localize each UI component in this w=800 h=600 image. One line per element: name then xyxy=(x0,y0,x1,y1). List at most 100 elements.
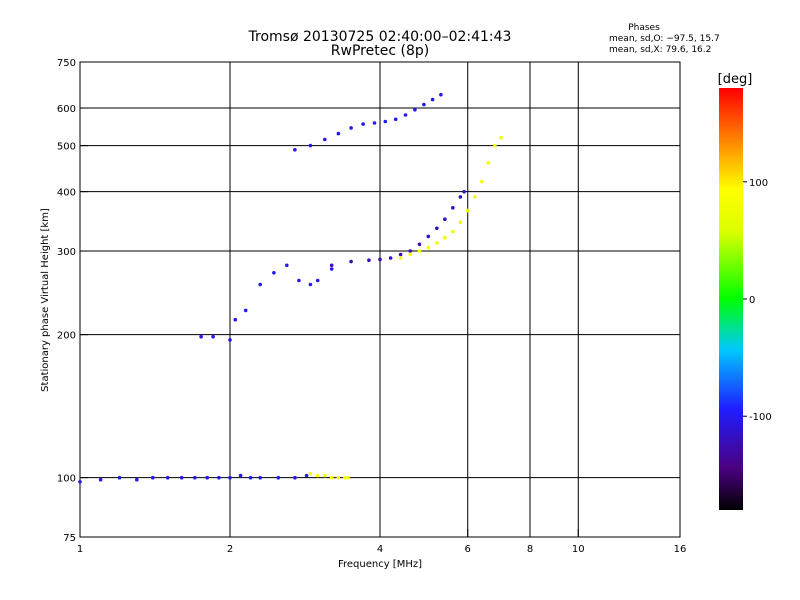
echo-point xyxy=(479,179,484,184)
echo-point xyxy=(443,217,447,221)
colorbar xyxy=(719,88,743,510)
y-tick-label: 200 xyxy=(57,331,76,342)
echo-point xyxy=(422,102,426,107)
echo-point xyxy=(233,317,238,322)
echo-point xyxy=(393,117,398,122)
echo-point xyxy=(285,263,289,268)
echo-point xyxy=(228,475,232,480)
echo-point xyxy=(304,473,309,478)
echo-point xyxy=(323,473,327,478)
x-tick-label: 4 xyxy=(377,544,383,555)
echo-point xyxy=(205,475,209,480)
echo-point xyxy=(349,259,353,264)
echo-point xyxy=(367,258,371,263)
y-tick-label: 750 xyxy=(57,58,76,69)
x-axis-label: Frequency [MHz] xyxy=(338,559,422,570)
echo-point xyxy=(329,263,334,268)
chart-subtitle: RwPretec (8p) xyxy=(331,43,429,59)
y-tick-label: 400 xyxy=(57,188,76,199)
echo-point xyxy=(372,121,377,125)
echo-point xyxy=(458,195,463,199)
echo-point xyxy=(293,148,297,152)
echo-point xyxy=(211,334,215,339)
echo-point xyxy=(329,475,334,480)
echo-point xyxy=(179,475,184,480)
echo-point xyxy=(272,271,276,275)
echo-point xyxy=(493,143,497,148)
echo-point xyxy=(343,475,347,480)
echo-point xyxy=(430,97,435,102)
echo-point xyxy=(308,282,313,287)
echo-point xyxy=(465,208,470,213)
echo-point xyxy=(315,473,320,478)
echo-point xyxy=(349,126,353,130)
echo-point xyxy=(293,475,297,480)
echo-point xyxy=(426,245,431,250)
echo-point xyxy=(458,220,463,224)
echo-point xyxy=(165,475,170,480)
echo-point xyxy=(408,249,413,253)
echo-point xyxy=(276,475,281,480)
phases-header: Phases xyxy=(628,23,660,33)
echo-point xyxy=(398,256,403,260)
echo-point xyxy=(473,195,477,199)
echo-point xyxy=(435,241,439,245)
echo-point xyxy=(135,477,139,482)
y-axis-label: Stationary phase Virtual Height [km] xyxy=(40,208,51,392)
echo-point xyxy=(151,475,155,480)
colorbar-ticks: 100 0 -100 xyxy=(743,178,772,423)
phases-o-stats: mean, sd,O: −97.5, 15.7 xyxy=(609,34,720,44)
x-tick-label: 2 xyxy=(227,544,233,555)
echo-point xyxy=(193,475,197,480)
echo-point xyxy=(336,475,341,480)
echo-point xyxy=(408,252,413,257)
echo-point xyxy=(315,278,320,283)
y-tick-label: 100 xyxy=(57,474,76,485)
echo-point xyxy=(413,108,417,112)
echo-point xyxy=(199,334,203,339)
y-tick-label: 300 xyxy=(57,247,76,258)
echo-point xyxy=(378,257,382,262)
echo-point xyxy=(329,267,334,271)
colorbar-tick-label: 0 xyxy=(749,295,755,306)
chart-title: Tromsø 20130725 02:40:00–02:41:43 xyxy=(248,29,512,45)
y-tick-label: 500 xyxy=(57,142,76,153)
echo-point xyxy=(451,206,455,210)
echo-point xyxy=(435,226,439,231)
colorbar-tick-label: -100 xyxy=(749,412,772,423)
colorbar-tick-label: 100 xyxy=(749,178,768,189)
x-tick-label: 16 xyxy=(674,544,687,555)
x-tick-label: 10 xyxy=(572,544,585,555)
echo-point xyxy=(98,477,103,482)
echo-point xyxy=(417,249,422,253)
echo-points xyxy=(78,92,503,484)
echo-point xyxy=(258,475,263,480)
echo-point xyxy=(323,137,327,142)
echo-point xyxy=(297,278,301,283)
echo-point xyxy=(486,161,491,165)
phases-x-stats: mean, sd,X: 79.6, 16.2 xyxy=(609,45,711,55)
echo-point xyxy=(308,471,313,476)
echo-point xyxy=(499,135,503,140)
echo-point xyxy=(383,119,388,124)
echo-point xyxy=(217,475,221,480)
echo-point xyxy=(361,122,365,126)
echo-point xyxy=(426,234,431,239)
echo-point xyxy=(243,308,248,313)
echo-point xyxy=(228,338,232,342)
echo-point xyxy=(346,475,350,480)
axis-ticks: 1 2 4 6 8 10 16 75 100 200 300 400 500 600 750 xyxy=(57,58,686,555)
echo-point xyxy=(308,143,313,148)
echo-point xyxy=(388,256,393,260)
echo-point xyxy=(439,92,443,97)
echo-point xyxy=(117,475,122,480)
echo-point xyxy=(403,113,408,117)
echo-point xyxy=(248,475,253,480)
echo-point xyxy=(238,473,243,478)
echo-point xyxy=(336,131,341,136)
echo-point xyxy=(462,189,466,194)
x-tick-label: 8 xyxy=(527,544,533,555)
echo-point xyxy=(78,480,82,484)
echo-point xyxy=(398,252,403,257)
